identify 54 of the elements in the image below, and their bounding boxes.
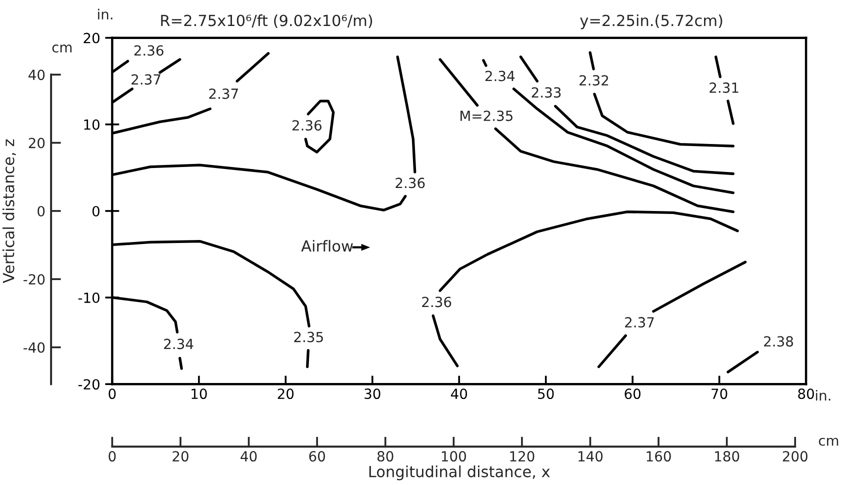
x-tick-label: 20 bbox=[278, 388, 294, 400]
series-label: 2.37 bbox=[209, 88, 238, 99]
x2-tick-label: 80 bbox=[377, 451, 394, 462]
x-tick-label: 30 bbox=[364, 388, 380, 400]
x2-tick-label: 60 bbox=[309, 451, 325, 462]
y2-tick-label: -40 bbox=[24, 342, 45, 353]
text: cm bbox=[52, 44, 72, 53]
series-label: 2.32 bbox=[580, 75, 608, 86]
x2-tick-label: 40 bbox=[240, 451, 257, 462]
series-label: 2.35 bbox=[294, 332, 323, 342]
y2-tick-label: -20 bbox=[24, 274, 45, 285]
series-label: 2.36 bbox=[134, 45, 164, 56]
x-tick-label: 70 bbox=[712, 388, 728, 400]
series-label: 2.34 bbox=[485, 70, 515, 82]
text: in. bbox=[816, 390, 830, 400]
series-label: 2.31 bbox=[710, 82, 738, 93]
x2-tick-label: 0 bbox=[108, 451, 116, 462]
y2-axis-title: Vertical distance, z bbox=[2, 139, 16, 284]
x2-tick-label: 140 bbox=[578, 451, 603, 462]
x2-tick-label: 180 bbox=[715, 451, 740, 462]
x-tick-label: 10 bbox=[192, 388, 207, 400]
x-axis-title: Longitudinal distance, x bbox=[369, 466, 550, 480]
series-label: 2.36 bbox=[422, 296, 452, 308]
series-label: 2.38 bbox=[764, 336, 793, 347]
x2-tick-label: 120 bbox=[510, 451, 534, 462]
x-tick-label: 80 bbox=[798, 388, 814, 400]
text: cm bbox=[818, 438, 838, 446]
series-label: 2.36 bbox=[292, 120, 322, 131]
series-label: M=2.35 bbox=[460, 110, 512, 122]
series-label: 2.36 bbox=[396, 178, 425, 188]
series-label: 2.34 bbox=[164, 338, 194, 350]
text: in. bbox=[98, 8, 112, 20]
series-label: 2.33 bbox=[532, 87, 561, 98]
chart-title: R=2.75x10⁶/ft (9.02x10⁶/m) bbox=[161, 14, 372, 28]
series-label: 2.37 bbox=[132, 74, 160, 85]
y2-tick-label: 20 bbox=[28, 138, 45, 148]
y2-tick-label: 0 bbox=[38, 206, 45, 216]
y-tick-label: -10 bbox=[78, 292, 100, 304]
annotation: Airflow bbox=[301, 240, 353, 252]
x-tick-label: 60 bbox=[624, 388, 640, 400]
x2-tick-label: 160 bbox=[646, 451, 671, 462]
y-tick-label: 20 bbox=[84, 32, 100, 44]
y-tick-label: 0 bbox=[92, 206, 100, 216]
y-tick-label: 10 bbox=[84, 119, 100, 130]
chart-subtitle: y=2.25in.(5.72cm) bbox=[580, 14, 722, 30]
y2-tick-label: 40 bbox=[28, 70, 45, 80]
x2-tick-label: 20 bbox=[172, 451, 188, 462]
x-tick-label: 40 bbox=[450, 388, 468, 400]
x-tick-label: 50 bbox=[538, 388, 554, 400]
x2-tick-label: 100 bbox=[442, 451, 466, 462]
x-tick-label: 0 bbox=[108, 388, 116, 400]
x2-tick-label: 200 bbox=[782, 451, 808, 462]
y-tick-label: -20 bbox=[78, 379, 100, 390]
series-label: 2.37 bbox=[625, 317, 654, 328]
